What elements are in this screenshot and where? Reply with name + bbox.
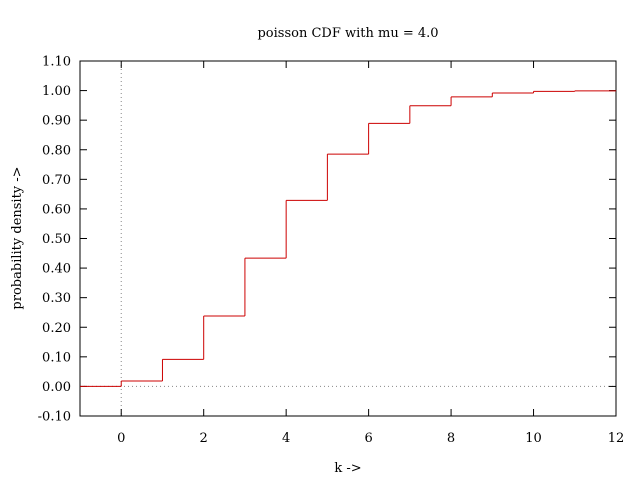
y-tick-label: 1.00 xyxy=(42,84,71,99)
y-tick-label: 1.10 xyxy=(42,55,71,70)
y-tick-label: 0.80 xyxy=(42,143,71,158)
y-tick-label: 0.30 xyxy=(42,291,71,306)
y-tick-label: 0.10 xyxy=(42,350,71,365)
y-tick-label: 0.60 xyxy=(42,202,71,217)
y-tick-label: 0.50 xyxy=(42,232,71,247)
x-axis-ticks: 0 2 4 6 8 10 12 xyxy=(117,61,624,446)
plot-frame xyxy=(79,60,617,417)
y-tick-label: 0.40 xyxy=(42,262,71,277)
x-tick-label: 10 xyxy=(525,431,542,446)
chart-title: poisson CDF with mu = 4.0 xyxy=(257,26,438,41)
x-tick-label: 8 xyxy=(447,431,455,446)
y-axis-label: probability density -> xyxy=(10,166,25,309)
y-tick-label: 0.90 xyxy=(42,114,71,129)
x-tick-label: 4 xyxy=(282,431,290,446)
x-tick-label: 2 xyxy=(200,431,208,446)
x-tick-label: 6 xyxy=(364,431,372,446)
x-axis-label: k -> xyxy=(334,461,361,476)
y-tick-label: -0.10 xyxy=(38,410,71,425)
y-tick-label: 0.70 xyxy=(42,173,71,188)
zero-axes xyxy=(80,61,616,416)
x-tick-label: 12 xyxy=(608,431,625,446)
y-axis-ticks: -0.10 0.00 0.10 0.20 0.30 0.40 0.50 0.60 0.70 0.8… xyxy=(38,55,616,425)
series-line xyxy=(80,90,617,387)
series-layer xyxy=(80,90,617,387)
y-tick-label: 0.00 xyxy=(42,380,71,395)
y-tick-label: 0.20 xyxy=(42,321,71,336)
x-tick-label: 0 xyxy=(117,431,125,446)
